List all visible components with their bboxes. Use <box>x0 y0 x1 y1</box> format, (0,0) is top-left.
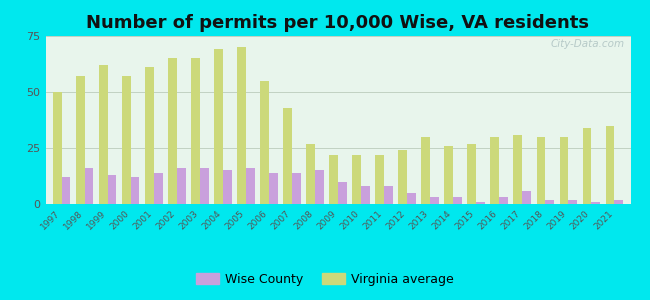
Bar <box>545 200 554 204</box>
Bar <box>338 182 346 204</box>
Bar <box>62 177 70 204</box>
Bar <box>246 168 255 204</box>
Bar <box>514 135 522 204</box>
Bar <box>398 150 407 204</box>
Bar <box>145 68 154 204</box>
Bar <box>154 172 162 204</box>
Bar <box>375 155 384 204</box>
Bar <box>361 186 370 204</box>
Bar <box>614 200 623 204</box>
Bar <box>421 137 430 204</box>
Bar <box>53 92 62 204</box>
Bar <box>122 76 131 204</box>
Bar <box>99 65 108 204</box>
Bar <box>168 58 177 204</box>
Bar <box>76 76 85 204</box>
Bar <box>269 172 278 204</box>
Bar <box>491 137 499 204</box>
Bar <box>568 200 577 204</box>
Bar <box>214 50 223 204</box>
Title: Number of permits per 10,000 Wise, VA residents: Number of permits per 10,000 Wise, VA re… <box>86 14 590 32</box>
Bar <box>292 172 301 204</box>
Bar <box>315 170 324 204</box>
Bar <box>237 47 246 204</box>
Bar <box>499 197 508 204</box>
Bar <box>522 190 531 204</box>
Bar <box>453 197 462 204</box>
Bar <box>131 177 140 204</box>
Bar <box>306 143 315 204</box>
Bar <box>384 186 393 204</box>
Bar <box>467 143 476 204</box>
Bar <box>191 58 200 204</box>
Text: City-Data.com: City-Data.com <box>551 39 625 50</box>
Bar <box>476 202 485 204</box>
Bar <box>330 155 338 204</box>
Bar <box>407 193 416 204</box>
Bar <box>560 137 568 204</box>
Bar <box>592 202 600 204</box>
Bar <box>200 168 209 204</box>
Bar <box>260 81 269 204</box>
Bar <box>445 146 453 204</box>
Bar <box>283 108 292 204</box>
Bar <box>582 128 592 204</box>
Bar <box>536 137 545 204</box>
Bar <box>352 155 361 204</box>
Bar <box>430 197 439 204</box>
Bar <box>84 168 94 204</box>
Bar <box>177 168 185 204</box>
Bar <box>108 175 116 204</box>
Bar <box>223 170 231 204</box>
Bar <box>606 126 614 204</box>
Legend: Wise County, Virginia average: Wise County, Virginia average <box>191 268 459 291</box>
